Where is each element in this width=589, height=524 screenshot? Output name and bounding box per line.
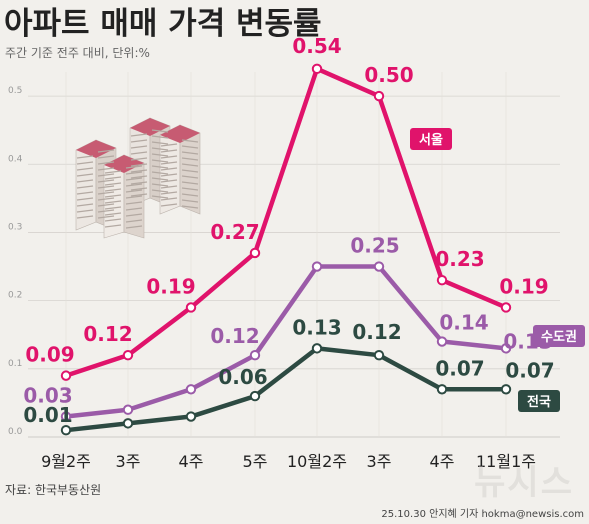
legend-nation: 전국 xyxy=(518,390,560,412)
credit-line: 25.10.30 안지혜 기자 hokma@newsis.com xyxy=(381,508,584,520)
x-tick-label: 3주 xyxy=(367,452,392,471)
data-point-capital xyxy=(500,343,512,354)
data-point-nation xyxy=(436,384,448,395)
x-tick-label: 5주 xyxy=(243,452,268,471)
data-label-capital: 0.12 xyxy=(210,324,259,348)
data-label-capital: 0.14 xyxy=(439,311,488,335)
data-label-seoul: 0.09 xyxy=(25,343,74,367)
data-label-nation: 0.07 xyxy=(435,356,484,380)
data-point-capital xyxy=(436,336,448,347)
data-point-seoul xyxy=(373,90,385,102)
x-tick-label: 3주 xyxy=(116,452,141,471)
data-label-nation: 0.12 xyxy=(352,320,401,344)
data-point-seoul xyxy=(122,349,134,361)
watermark: 뉴시스 xyxy=(474,463,574,503)
chart-subtitle: 주간 기준 전주 대비, 단위:% xyxy=(5,46,150,60)
data-point-capital xyxy=(60,411,72,422)
legend-capital: 수도권 xyxy=(533,325,585,347)
data-point-nation xyxy=(185,411,197,422)
x-tick-label: 9월2주 xyxy=(41,452,91,471)
data-point-seoul xyxy=(60,370,72,381)
data-label-nation: 0.13 xyxy=(292,315,341,339)
x-tick-label: 10월2주 xyxy=(287,452,347,471)
x-axis: 9월2주 3주 4주 5주 10월2주 3주 4주 11월1주 xyxy=(41,452,536,471)
data-point-capital xyxy=(249,349,261,361)
gridlines xyxy=(28,72,560,438)
data-label-seoul: 0.19 xyxy=(146,274,195,298)
data-label-nation: 0.01 xyxy=(23,403,72,427)
data-point-nation xyxy=(373,349,385,361)
data-label-capital: 0.25 xyxy=(350,234,399,258)
series-line-capital xyxy=(65,264,507,419)
y-axis: 0.0 0.1 0.2 0.3 0.4 0.5 xyxy=(8,86,23,437)
y-tick-label: 0.3 xyxy=(8,222,22,232)
data-point-capital xyxy=(122,404,134,415)
series-line-nation xyxy=(65,346,506,433)
legend-nation-label: 전국 xyxy=(527,394,551,410)
data-label-seoul: 0.19 xyxy=(499,274,548,298)
series-group xyxy=(60,63,512,436)
data-point-nation xyxy=(500,384,512,395)
data-label-seoul: 0.54 xyxy=(292,34,341,58)
legend-capital-swatch xyxy=(533,325,585,347)
data-point-seoul xyxy=(185,302,197,313)
data-point-nation xyxy=(60,424,72,436)
chart-title: 아파트 매매 가격 변동률 xyxy=(4,6,322,42)
data-label-capital: 0.03 xyxy=(23,384,72,408)
data-point-seoul xyxy=(311,63,323,75)
data-label-nation: 0.07 xyxy=(505,358,554,382)
y-tick-label: 0.4 xyxy=(8,154,23,164)
data-point-capital xyxy=(185,384,197,395)
apartment-illustration xyxy=(75,117,201,239)
legend-seoul: 서울 xyxy=(410,128,452,150)
legend-seoul-label: 서울 xyxy=(419,132,443,148)
y-tick-label: 0.2 xyxy=(8,291,22,301)
legend-capital-label: 수도권 xyxy=(541,330,577,345)
data-point-capital xyxy=(373,261,385,272)
data-label-nation: 0.06 xyxy=(218,365,267,389)
y-tick-label: 0.1 xyxy=(8,359,22,369)
data-label-seoul: 0.12 xyxy=(83,322,132,346)
legend-nation-swatch xyxy=(518,390,560,412)
series-line-seoul xyxy=(65,66,507,378)
data-point-seoul xyxy=(436,274,448,286)
legend-seoul-swatch xyxy=(410,128,452,150)
x-tick-label: 11월1주 xyxy=(476,452,536,471)
y-tick-label: 0.0 xyxy=(8,427,23,437)
data-labels: 0.09 0.12 0.19 0.27 0.54 0.50 0.23 0.19 0.03 0.12… xyxy=(23,34,554,427)
data-label-seoul: 0.50 xyxy=(364,63,413,87)
data-label-seoul: 0.23 xyxy=(435,247,484,271)
y-tick-label: 0.5 xyxy=(8,86,22,96)
data-point-nation xyxy=(122,418,134,429)
source-note: 자료: 한국부동산원 xyxy=(5,483,101,497)
data-point-seoul xyxy=(500,302,512,313)
x-tick-label: 4주 xyxy=(179,452,204,471)
data-point-nation xyxy=(311,343,323,354)
data-label-seoul: 0.27 xyxy=(210,220,259,244)
data-point-capital xyxy=(311,261,323,272)
x-tick-label: 4주 xyxy=(430,452,455,471)
data-point-seoul xyxy=(249,247,261,259)
data-point-nation xyxy=(249,390,261,402)
